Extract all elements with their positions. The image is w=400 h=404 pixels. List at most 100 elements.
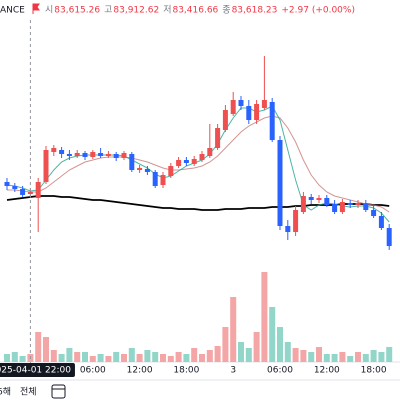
candle-body (215, 128, 221, 148)
volume-bar (339, 352, 346, 362)
volume-bar (238, 342, 244, 362)
moving-average (6, 195, 390, 211)
candle-body (339, 202, 345, 212)
volume-bar (261, 272, 268, 362)
volume-bar (136, 354, 143, 362)
x-tick-label: 06:00 (267, 366, 293, 376)
candle-body (59, 150, 65, 154)
candle-body (98, 153, 104, 156)
volume-bar (284, 342, 291, 362)
ohlc-label: 시 (45, 5, 53, 16)
volume-bar (113, 352, 120, 362)
candle-body (277, 140, 283, 226)
candle-body (43, 150, 49, 182)
volume-bar (253, 332, 260, 362)
volume-bar (355, 352, 361, 362)
volume-bar (308, 352, 315, 362)
crosshair-label: 2025-04-01 22:00 (0, 366, 71, 376)
volume-bar (206, 350, 213, 362)
x-tick-label: 18:00 (173, 366, 199, 376)
candle-body (191, 159, 197, 164)
volume-bar (74, 352, 81, 362)
candle-body (35, 182, 41, 198)
candle-body (152, 172, 158, 186)
x-tick-label: 3 (230, 366, 236, 376)
volume-bar (292, 348, 299, 362)
candle-body (254, 104, 260, 120)
range-tab[interactable]: 전체 (20, 387, 37, 398)
candle-body (144, 169, 150, 172)
volume-bar (269, 307, 276, 362)
volume-bar (199, 354, 205, 362)
volume-bar (362, 354, 369, 362)
x-tick-label: 12:00 (127, 366, 153, 376)
candle-body (4, 182, 10, 186)
x-tick-label: 06:00 (80, 366, 106, 376)
candle-body (308, 197, 314, 200)
candle-body (121, 153, 127, 158)
candle-body (316, 198, 322, 200)
x-tick-label: 12:00 (314, 366, 340, 376)
candle-body (113, 154, 119, 158)
volume-bar (300, 350, 307, 362)
volume-bar (128, 348, 135, 362)
candle-body (300, 196, 306, 212)
crosshair-label-box (0, 363, 75, 377)
volume-bar (175, 352, 182, 362)
candle-body (246, 106, 252, 120)
volume-bar (121, 354, 127, 362)
volume-bar (19, 356, 26, 362)
range-tab[interactable]: 6해 (0, 387, 11, 398)
candle-body (363, 204, 369, 210)
candle-body (378, 216, 384, 228)
moving-average (7, 115, 390, 213)
candle-body (90, 152, 96, 157)
candle-body (269, 102, 275, 140)
ohlc-label: 고 (104, 6, 112, 16)
volume-bar (4, 354, 10, 362)
volume-bar (167, 356, 174, 362)
candle-body (355, 203, 361, 205)
exchange: ANCE (0, 6, 25, 16)
x-tick-label: 18:00 (361, 366, 387, 376)
candle-body (371, 210, 377, 216)
ohlc-value: 83,618.23 (232, 6, 278, 16)
candle-body (137, 168, 143, 170)
candle-body (168, 166, 174, 176)
candle-body (129, 154, 135, 170)
candle-body (285, 226, 291, 232)
candle-body (66, 154, 72, 156)
volume-bar (316, 347, 322, 362)
volume-bar (214, 346, 221, 362)
candle-body (238, 100, 244, 106)
candle-body (105, 154, 111, 156)
header-ohlc: 시 83,615.26 고 83,912.62 저 83,416.66 종 83,618.23… (45, 5, 355, 16)
candle-body (199, 154, 205, 160)
candle-body (51, 148, 57, 152)
volume-bar (222, 327, 229, 362)
candle-body (12, 186, 18, 189)
candle-body (324, 198, 330, 205)
volume-bar (245, 348, 252, 362)
candle-body (183, 160, 189, 163)
volume-bar (144, 350, 151, 362)
volume-bar (331, 354, 338, 362)
candle-body (293, 210, 299, 232)
volume-bar (43, 337, 49, 362)
candle-body (207, 148, 213, 156)
calendar-icon[interactable] (51, 384, 66, 399)
ohlc-label: 저 (163, 5, 171, 16)
volume-bar (97, 354, 104, 362)
volume-bar (105, 356, 112, 362)
volume-bar (152, 352, 159, 362)
candle-body (74, 153, 80, 156)
volume-bar (277, 327, 283, 362)
volume-bar (323, 354, 330, 362)
volume-bar (370, 350, 377, 362)
candle-body (332, 204, 338, 212)
volume-bar (386, 347, 393, 362)
candle-body (176, 160, 182, 166)
flag-icon (32, 3, 40, 14)
volume-bar (378, 352, 385, 362)
